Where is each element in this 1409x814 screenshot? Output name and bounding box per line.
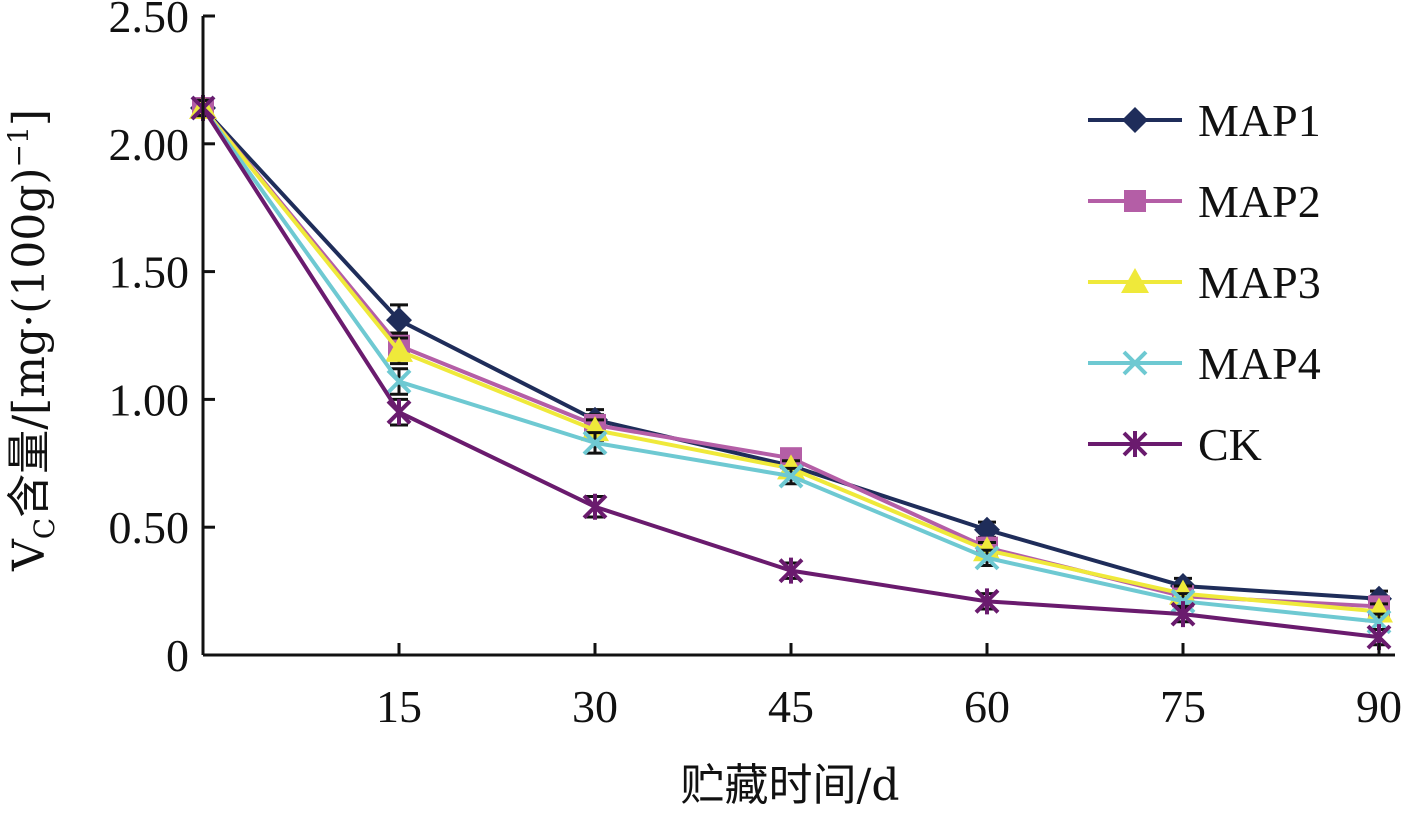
legend-marker [1122, 107, 1148, 133]
y-tick-label: 0 [166, 630, 189, 681]
y-tick-label: 2.00 [109, 119, 190, 170]
legend-item: MAP3 [1088, 257, 1321, 308]
data-point [582, 493, 608, 520]
legend-label: MAP3 [1198, 257, 1321, 308]
data-point [974, 588, 1000, 615]
data-point [974, 545, 1000, 571]
y-axis-title-main: V [4, 538, 55, 572]
x-tick-label: 30 [572, 681, 618, 732]
y-axis-ticks: 0 0.50 1.00 1.50 2.00 2.50 [109, 0, 215, 681]
data-point [385, 336, 413, 362]
legend-item: CK [1088, 419, 1262, 470]
legend-label: MAP2 [1198, 176, 1321, 227]
y-tick-label: 1.00 [109, 374, 190, 425]
y-tick-label: 1.50 [109, 247, 190, 298]
data-point [386, 399, 412, 426]
legend-item: MAP2 [1088, 176, 1321, 227]
y-axis-title-rest: 含量/[mg·(100g) [4, 167, 55, 517]
legend-item: MAP1 [1088, 95, 1321, 146]
data-point [582, 430, 608, 456]
legend-item: MAP4 [1088, 338, 1321, 389]
legend-marker [1122, 350, 1148, 376]
legend-label: MAP1 [1198, 95, 1321, 146]
legend-label: CK [1198, 419, 1262, 470]
series-ck [190, 95, 1392, 651]
data-point [974, 516, 1000, 543]
x-axis-ticks: 15 30 45 60 75 90 [376, 643, 1402, 732]
y-axis-title: VC含量/[mg·(100g)−1] [2, 109, 61, 572]
legend: MAP1 MAP2 MAP3 MAP4 CK [1088, 95, 1321, 470]
y-axis-title-superscript: −1 [2, 126, 35, 167]
x-tick-label: 45 [768, 681, 814, 732]
x-tick-label: 90 [1356, 681, 1402, 732]
y-tick-label: 0.50 [109, 502, 190, 553]
legend-label: MAP4 [1198, 338, 1321, 389]
data-point [386, 369, 412, 394]
x-tick-label: 75 [1160, 681, 1206, 732]
y-tick-label: 2.50 [109, 0, 190, 42]
data-point [386, 307, 412, 334]
x-tick-label: 60 [964, 681, 1010, 732]
legend-marker [1121, 268, 1149, 293]
data-point [778, 557, 804, 584]
y-axis-title-subscript: C [28, 518, 61, 539]
y-axis-title-close: ] [4, 109, 55, 126]
legend-marker [1124, 190, 1146, 212]
data-point [1170, 601, 1196, 628]
data-point [778, 463, 804, 489]
x-axis-title: 贮藏时间/d [681, 760, 900, 811]
legend-marker [1122, 431, 1148, 457]
plot-area [189, 94, 1393, 651]
x-tick-label: 15 [376, 681, 422, 732]
